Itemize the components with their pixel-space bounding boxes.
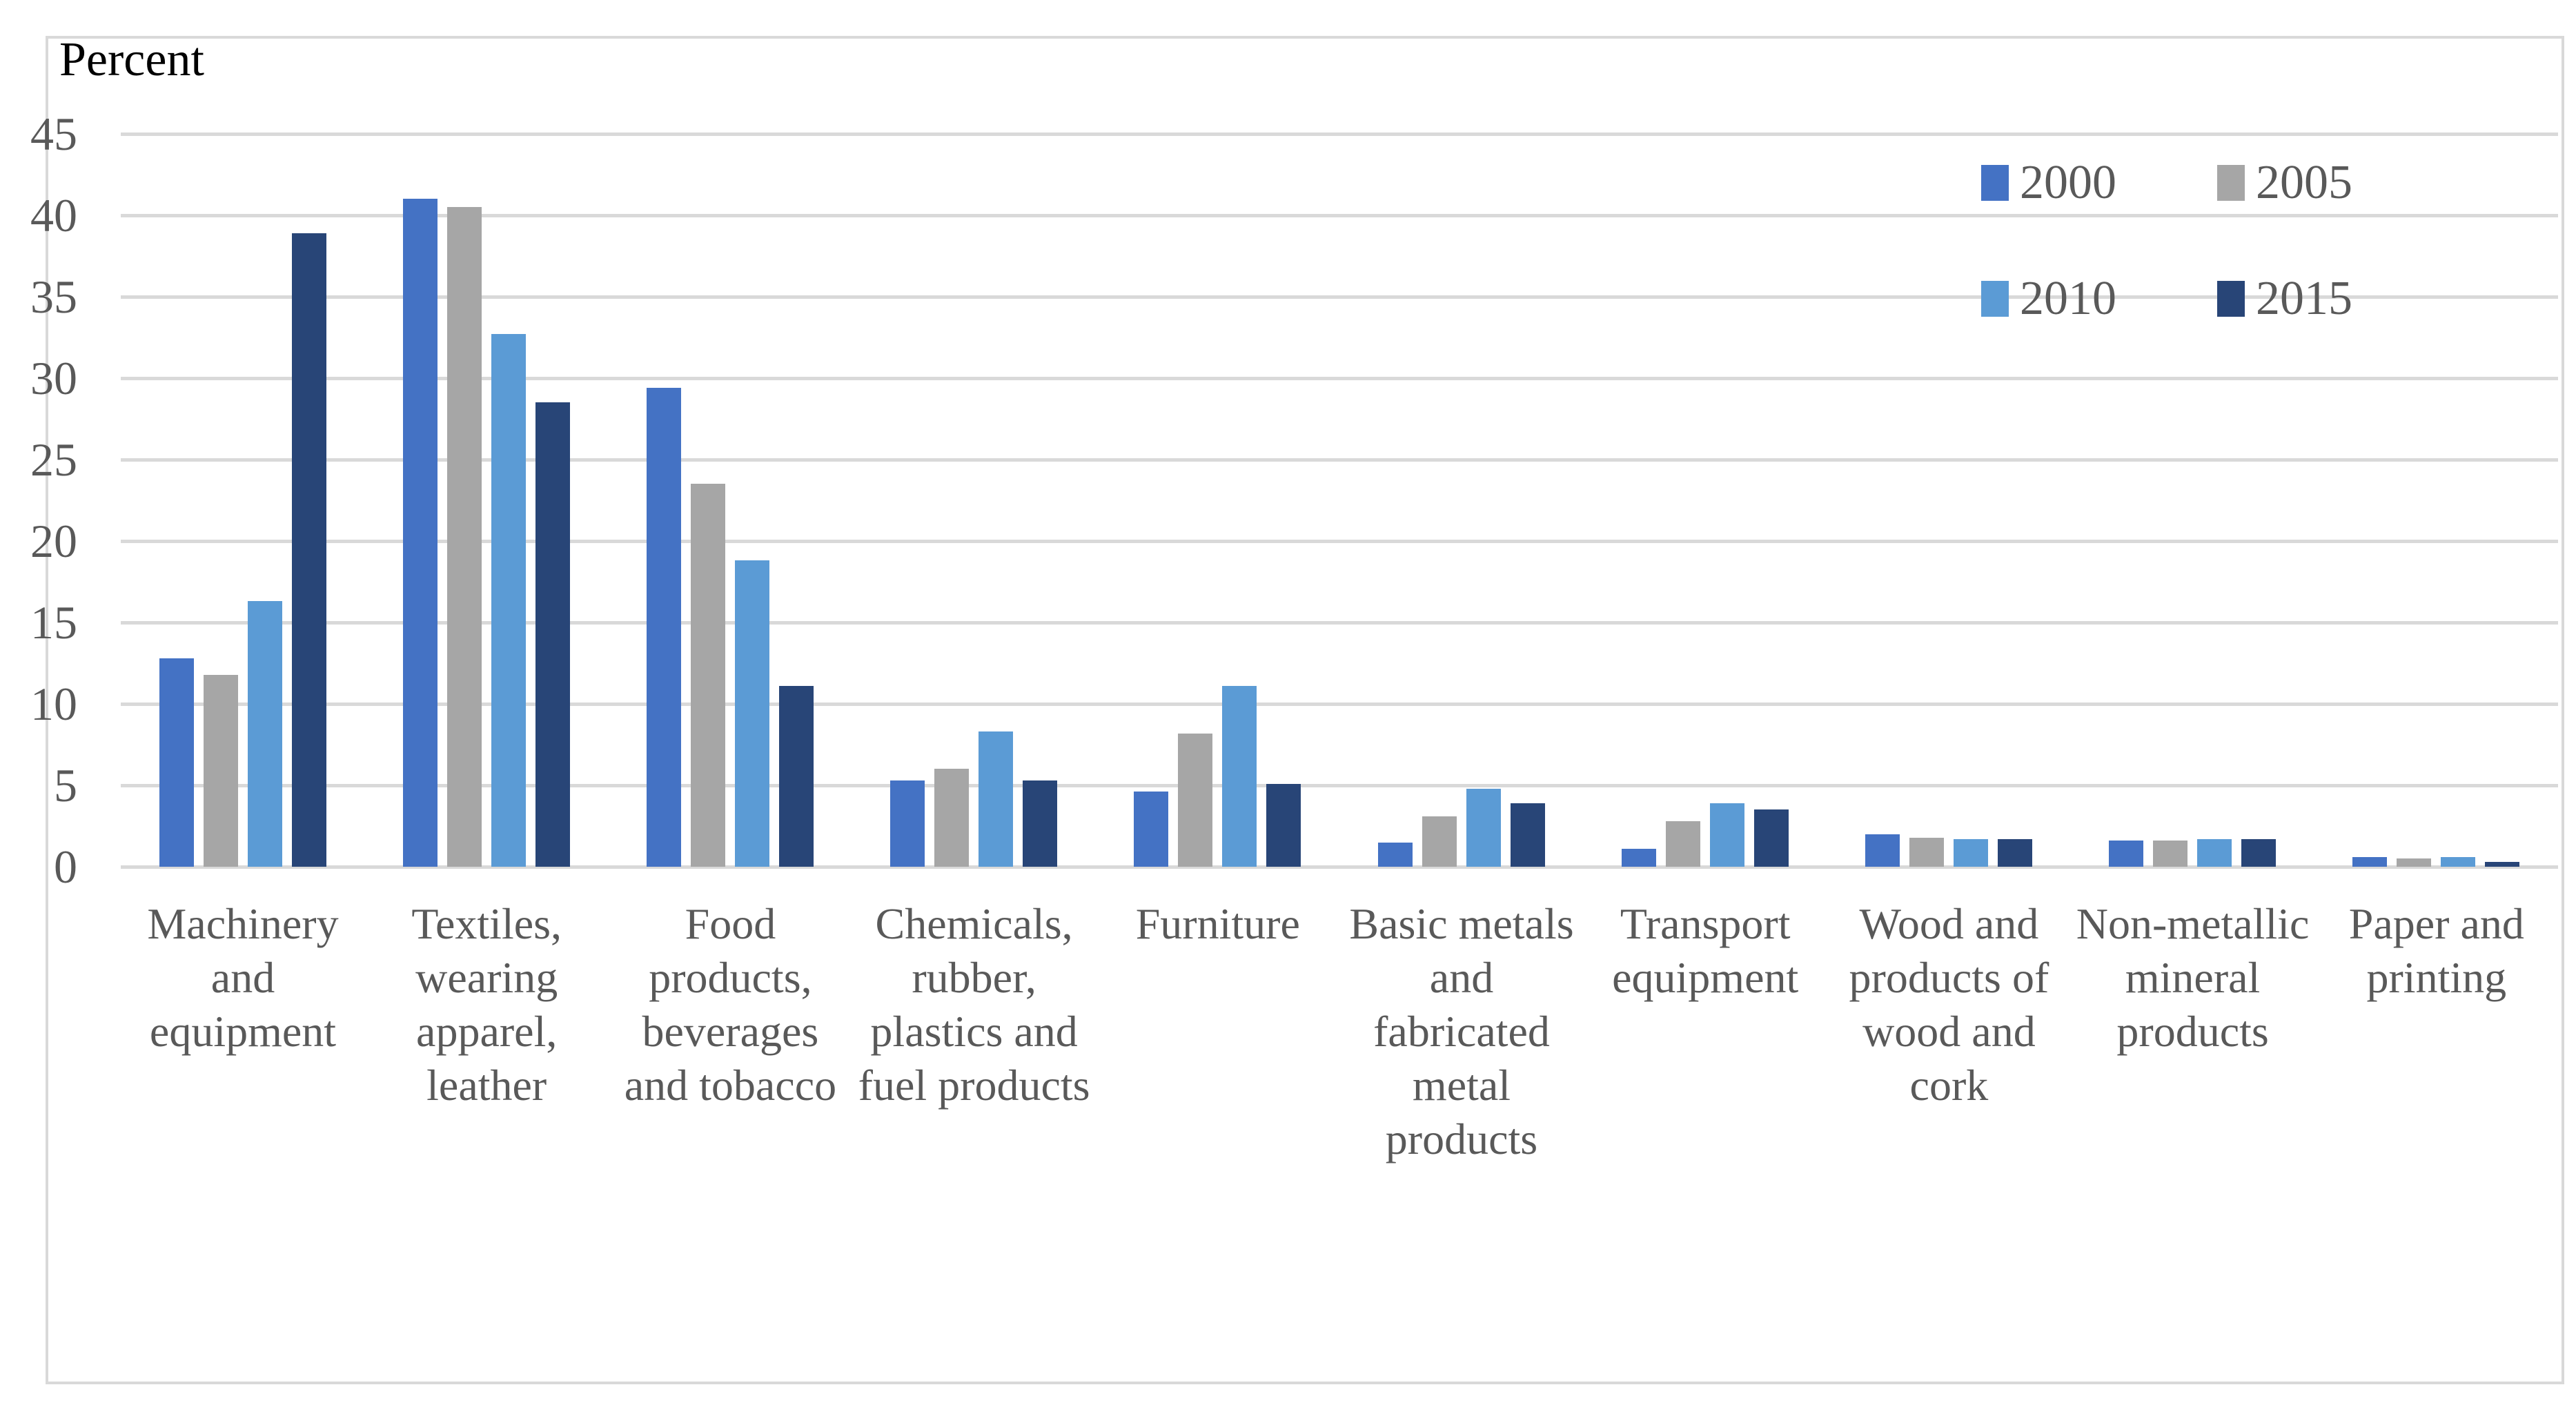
x-label-9: Non-metallic mineral products [2076, 899, 2310, 1057]
bar-group-7 [1583, 134, 1827, 867]
gridline-35 [121, 295, 2558, 299]
gridline-20 [121, 540, 2558, 543]
bar-2010-group2 [491, 334, 526, 867]
bar-2010-group6 [1466, 788, 1501, 867]
legend-item-2000: 2000 [1981, 159, 2116, 207]
legend-item-2015: 2015 [2217, 275, 2352, 323]
bar-2005-group1 [203, 674, 238, 867]
bar-2005-group9 [2153, 841, 2188, 867]
gridline-45 [121, 132, 2558, 136]
y-axis-title: Percent [59, 33, 204, 86]
plot-area [121, 132, 2558, 869]
y-tick-label-5: 5 [54, 759, 77, 812]
y-tick-label-30: 30 [30, 352, 77, 404]
gridline-30 [121, 377, 2558, 380]
bar-2015-group7 [1753, 809, 1789, 867]
bar-2005-group10 [2397, 858, 2432, 867]
bar-2015-group3 [778, 686, 814, 867]
x-label-2: Textiles, wearing apparel, leather [411, 899, 562, 1110]
x-label-7: Transport equipment [1612, 899, 1799, 1003]
legend-swatch-2015 [2217, 281, 2245, 317]
x-label-10: Paper and printing [2348, 899, 2524, 1003]
bar-2000-group3 [646, 388, 681, 867]
bar-2000-group2 [402, 199, 437, 867]
gridline-5 [121, 784, 2558, 787]
bar-2010-group3 [734, 560, 769, 867]
x-label-6: Basic metals and fabricated metal produc… [1349, 899, 1574, 1164]
bar-group-8 [1827, 134, 2070, 867]
x-label-1: Machinery and equipment [147, 899, 339, 1057]
bar-2005-group5 [1178, 733, 1213, 867]
legend-item-2010: 2010 [1981, 275, 2116, 323]
chart-border-frame [46, 36, 2564, 1384]
gridline-15 [121, 621, 2558, 625]
legend-label-2015: 2015 [2256, 272, 2352, 325]
x-label-3: Food products, beverages and tobacco [624, 899, 837, 1110]
legend-swatch-2010 [1981, 281, 2009, 317]
bar-2010-group10 [2441, 856, 2476, 867]
y-axis-tick-labels: 0 5 10 15 20 25 30 35 40 45 [0, 110, 77, 890]
legend-label-2000: 2000 [2020, 156, 2116, 209]
bar-2015-group9 [2241, 838, 2277, 867]
x-label-8: Wood and products of wood and cork [1849, 899, 2049, 1110]
y-tick-label-40: 40 [30, 189, 77, 242]
bar-2010-group4 [979, 731, 1014, 867]
bar-2000-group9 [2109, 841, 2144, 867]
gridline-10 [121, 702, 2558, 706]
bar-2015-group4 [1023, 780, 1058, 867]
bar-2015-group6 [1510, 803, 1545, 867]
bar-group-1 [121, 134, 364, 867]
bar-2010-group8 [1953, 838, 1988, 867]
bar-2015-group8 [1997, 838, 2032, 867]
legend-item-2005: 2005 [2217, 159, 2352, 207]
y-tick-label-0: 0 [54, 841, 77, 893]
bar-2005-group4 [934, 769, 970, 867]
bar-2000-group10 [2352, 856, 2388, 867]
gridline-0 [121, 865, 2558, 869]
y-tick-label-45: 45 [30, 108, 77, 160]
bar-2010-group1 [247, 601, 282, 867]
x-label-4: Chemicals, rubber, plastics and fuel pro… [858, 899, 1090, 1110]
bar-group-9 [2071, 134, 2314, 867]
bar-2000-group7 [1621, 849, 1656, 867]
bar-2000-group4 [890, 780, 925, 867]
bar-2015-group10 [2485, 861, 2520, 867]
bar-group-6 [1339, 134, 1583, 867]
x-axis-category-labels: Machinery and equipment Textiles, wearing… [121, 897, 2558, 1208]
gridline-25 [121, 458, 2558, 462]
legend-swatch-2005 [2217, 165, 2245, 201]
x-label-5: Furniture [1135, 899, 1300, 948]
bar-2005-group6 [1422, 816, 1457, 867]
bar-2000-group1 [159, 658, 194, 867]
bar-group-5 [1096, 134, 1339, 867]
bar-2010-group7 [1709, 803, 1744, 867]
bar-2005-group7 [1665, 821, 1700, 867]
y-tick-label-20: 20 [30, 515, 77, 567]
y-tick-label-35: 35 [30, 271, 77, 323]
bar-2015-group5 [1266, 783, 1301, 867]
bar-group-2 [364, 134, 608, 867]
bar-2005-group2 [446, 207, 482, 867]
legend-swatch-2000 [1981, 165, 2009, 201]
bar-2010-group9 [2197, 838, 2232, 867]
legend-label-2010: 2010 [2020, 272, 2116, 325]
bar-group-3 [608, 134, 852, 867]
bar-2015-group1 [291, 233, 326, 867]
bar-2005-group8 [1909, 837, 1944, 867]
legend-label-2005: 2005 [2256, 156, 2352, 209]
bar-group-10 [2314, 134, 2558, 867]
gridline-40 [121, 214, 2558, 217]
y-tick-label-15: 15 [30, 596, 77, 649]
bar-2000-group5 [1134, 792, 1169, 867]
y-tick-label-10: 10 [30, 678, 77, 730]
bar-group-4 [852, 134, 1096, 867]
bar-2005-group3 [690, 484, 725, 867]
bar-2000-group8 [1865, 834, 1900, 867]
y-tick-label-25: 25 [30, 433, 77, 486]
bar-2015-group2 [535, 402, 570, 867]
bar-2010-group5 [1222, 686, 1257, 867]
bar-2000-group6 [1377, 842, 1413, 867]
